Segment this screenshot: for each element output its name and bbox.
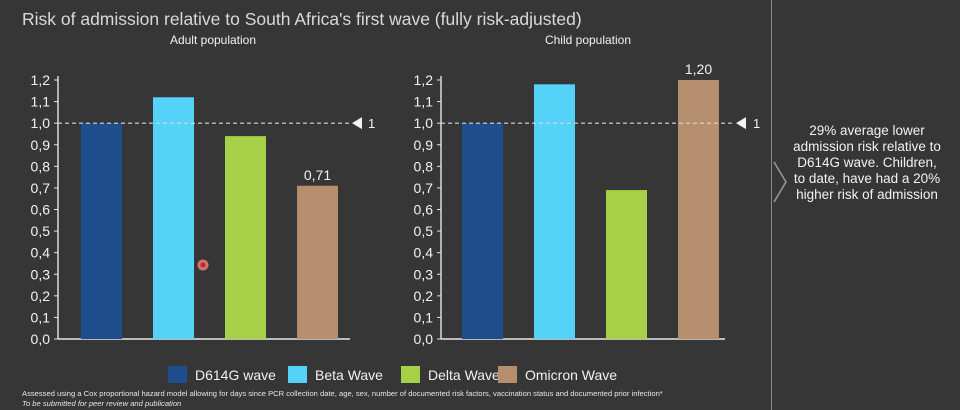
child-bar-beta bbox=[534, 84, 575, 339]
legend-label-beta: Beta Wave bbox=[315, 367, 383, 383]
legend-swatch-delta bbox=[401, 366, 420, 383]
triangle-left-icon bbox=[352, 117, 362, 130]
child-y-tick-label: 0,6 bbox=[414, 202, 434, 218]
adult-bar-omicron bbox=[297, 185, 338, 339]
adult-bar-beta bbox=[153, 97, 194, 340]
footnote-review: To be submitted for peer review and publ… bbox=[22, 399, 182, 408]
child-reference-label: 1 bbox=[753, 116, 760, 131]
child-y-tick-label: 1,2 bbox=[414, 72, 434, 88]
legend-label-omicron: Omicron Wave bbox=[525, 367, 617, 383]
adult-y-tick-label: 0,8 bbox=[31, 158, 51, 174]
adult-y-tick-label: 0,6 bbox=[31, 202, 51, 218]
child-bar-delta bbox=[606, 190, 647, 339]
child-y-tick-label: 0,4 bbox=[414, 245, 434, 261]
adult-reference-label: 1 bbox=[368, 116, 375, 131]
legend-label-delta: Delta Wave bbox=[428, 367, 500, 383]
footnote-method: Assessed using a Cox proportional hazard… bbox=[22, 389, 663, 398]
slide-title: Risk of admission relative to South Afri… bbox=[22, 9, 582, 29]
legend-label-d614g: D614G wave bbox=[195, 367, 276, 383]
adult-y-tick-label: 0,1 bbox=[31, 309, 51, 325]
adult-bar-d614g bbox=[81, 123, 122, 340]
adult-bar-delta bbox=[225, 136, 266, 339]
adult-y-tick-label: 1,1 bbox=[31, 94, 51, 110]
child-y-tick-label: 1,0 bbox=[414, 115, 434, 131]
legend-swatch-d614g bbox=[168, 366, 187, 383]
child-bar-omicron bbox=[678, 80, 719, 339]
child-y-tick-label: 0,1 bbox=[414, 309, 434, 325]
legend-swatch-omicron bbox=[498, 366, 517, 383]
adult-y-tick-label: 1,2 bbox=[31, 72, 51, 88]
cursor-dot-center bbox=[200, 262, 206, 268]
adult-chart-title: Adult population bbox=[170, 33, 256, 47]
child-y-tick-label: 0,2 bbox=[414, 288, 434, 304]
child-y-tick-label: 0,7 bbox=[414, 180, 434, 196]
child-y-tick-label: 0,3 bbox=[414, 266, 434, 282]
child-chart-title: Child population bbox=[545, 33, 631, 47]
child-y-tick-label: 0,0 bbox=[414, 331, 434, 347]
adult-y-tick-label: 0,7 bbox=[31, 180, 51, 196]
vertical-divider bbox=[771, 0, 772, 410]
adult-y-tick-label: 0,9 bbox=[31, 137, 51, 153]
adult-y-tick-label: 0,0 bbox=[31, 331, 51, 347]
child-bar-d614g bbox=[462, 123, 503, 340]
child-y-tick-label: 0,5 bbox=[414, 223, 434, 239]
legend-swatch-beta bbox=[288, 366, 307, 383]
child-y-tick-label: 1,1 bbox=[414, 94, 434, 110]
adult-y-tick-label: 0,3 bbox=[31, 266, 51, 282]
side-note: 29% average lower admission risk relativ… bbox=[793, 123, 941, 202]
adult-y-tick-label: 1,0 bbox=[31, 115, 51, 131]
child-y-tick-label: 0,8 bbox=[414, 158, 434, 174]
adult-y-tick-label: 0,2 bbox=[31, 288, 51, 304]
child-data-label-omicron: 1,20 bbox=[685, 61, 712, 77]
adult-y-tick-label: 0,4 bbox=[31, 245, 51, 261]
triangle-left-icon bbox=[736, 117, 746, 130]
adult-y-tick-label: 0,5 bbox=[31, 223, 51, 239]
chevron-right-icon bbox=[773, 161, 787, 203]
adult-data-label-omicron: 0,71 bbox=[304, 167, 331, 183]
child-y-tick-label: 0,9 bbox=[414, 137, 434, 153]
